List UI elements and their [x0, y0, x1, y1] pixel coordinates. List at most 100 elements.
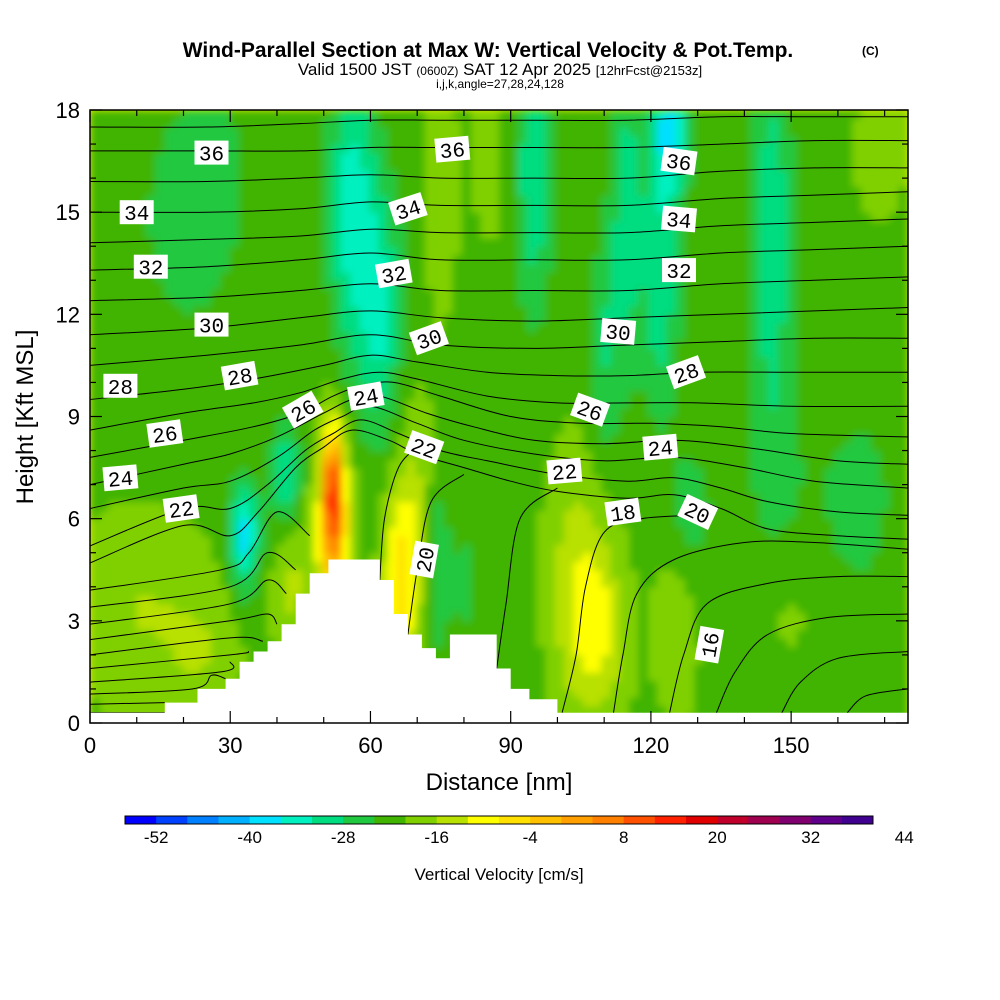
w-cell [285, 425, 296, 435]
w-cell [99, 442, 110, 452]
w-cell [136, 348, 147, 358]
w-cell [638, 680, 649, 690]
w-cell [499, 484, 509, 494]
w-cell [536, 246, 547, 256]
w-cell [610, 612, 621, 622]
w-cell [629, 629, 640, 639]
w-cell [164, 620, 175, 630]
w-cell [313, 450, 323, 460]
w-cell [582, 654, 593, 664]
w-cell [610, 578, 621, 588]
w-cell [480, 186, 491, 196]
w-cell [619, 663, 630, 673]
w-cell [694, 322, 705, 332]
w-cell [591, 493, 602, 503]
w-cell [489, 254, 500, 264]
w-cell [480, 527, 491, 537]
w-cell [647, 688, 658, 699]
w-cell [266, 195, 277, 205]
w-cell [601, 127, 612, 137]
w-cell [536, 442, 547, 452]
w-cell [108, 348, 119, 358]
w-cell [489, 322, 500, 332]
w-cell [722, 331, 732, 341]
w-cell [675, 697, 686, 707]
w-cell [127, 407, 138, 418]
w-cell [257, 254, 268, 264]
w-cell [582, 561, 593, 571]
w-cell [499, 118, 509, 128]
w-cell [703, 212, 714, 222]
w-cell [340, 229, 351, 239]
w-cell [331, 271, 342, 281]
w-cell [712, 390, 723, 401]
w-cell [303, 186, 314, 196]
w-cell [694, 390, 705, 401]
w-cell [387, 476, 398, 486]
w-cell [536, 135, 547, 145]
w-cell [443, 467, 454, 477]
w-cell [731, 637, 742, 647]
w-cell [629, 271, 640, 281]
w-cell [619, 339, 630, 349]
w-cell [145, 399, 156, 409]
w-cell [499, 169, 509, 179]
w-cell [210, 671, 221, 682]
w-cell [554, 373, 565, 384]
w-cell [601, 297, 612, 307]
w-cell [127, 527, 138, 537]
w-cell [127, 595, 138, 605]
w-cell [238, 544, 249, 554]
w-cell [340, 178, 351, 188]
w-cell [145, 118, 156, 128]
w-cell [517, 297, 528, 307]
w-cell [471, 203, 482, 213]
w-cell [155, 603, 165, 613]
w-cell [657, 356, 667, 367]
w-cell [526, 110, 537, 120]
w-cell [322, 161, 333, 171]
w-cell [638, 629, 649, 639]
w-cell [684, 544, 695, 554]
w-cell [248, 203, 258, 213]
w-cell [619, 442, 630, 452]
w-cell [331, 382, 342, 392]
w-cell [90, 552, 100, 562]
w-cell [266, 212, 277, 222]
w-cell [294, 331, 305, 341]
w-cell [396, 527, 407, 537]
w-cell [582, 212, 593, 222]
w-cell [452, 195, 463, 205]
w-cell [145, 450, 156, 460]
w-cell [275, 314, 286, 324]
w-cell [526, 433, 537, 443]
w-cell [591, 237, 602, 247]
w-cell [610, 637, 621, 647]
w-cell [619, 297, 630, 307]
w-cell [703, 220, 714, 230]
w-cell [99, 322, 110, 332]
w-cell [675, 680, 686, 690]
w-cell [90, 339, 100, 349]
w-cell [666, 680, 677, 690]
w-cell [368, 322, 379, 332]
w-cell [712, 493, 723, 503]
w-cell [610, 229, 621, 239]
w-cell [508, 425, 519, 435]
w-cell [173, 365, 184, 375]
w-cell [229, 271, 240, 281]
w-cell [471, 144, 482, 154]
w-cell [136, 501, 147, 511]
w-cell [238, 127, 249, 137]
w-cell [164, 646, 175, 656]
w-cell [452, 322, 463, 332]
w-cell [229, 356, 240, 367]
w-cell [248, 297, 258, 307]
w-cell [629, 297, 640, 307]
w-cell [313, 356, 323, 367]
w-cell [294, 152, 305, 162]
w-cell [480, 544, 491, 554]
w-cell [629, 535, 640, 545]
w-cell [368, 425, 379, 435]
w-cell [471, 169, 482, 179]
